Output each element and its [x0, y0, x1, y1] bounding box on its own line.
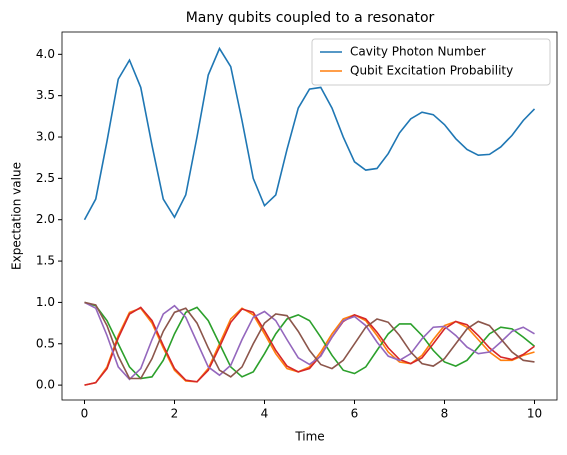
data-line [83, 46, 536, 221]
y-tick-label: 3.0 [36, 130, 55, 144]
x-tick-label: 10 [527, 407, 542, 421]
legend-box [311, 38, 551, 86]
legend-label: Cavity Photon Number [350, 45, 486, 59]
x-tick-label: 2 [171, 407, 179, 421]
data-line [84, 301, 536, 380]
plot-frame [61, 31, 558, 401]
data-line [84, 301, 535, 380]
y-tick-label: 1.0 [36, 295, 55, 309]
x-tick-label: 6 [351, 407, 359, 421]
legend-label: Qubit Excitation Probability [350, 64, 513, 78]
y-tick-label: 2.5 [36, 171, 55, 185]
x-tick-label: 8 [441, 407, 449, 421]
x-tick-label: 0 [81, 407, 89, 421]
data-line [84, 306, 535, 386]
chart-title: Many qubits coupled to a resonator [186, 10, 435, 26]
y-tick-label: 2.0 [36, 212, 55, 226]
y-tick-label: 0.0 [36, 378, 55, 392]
y-tick-label: 3.5 [36, 88, 55, 102]
y-axis-label: Expectation value [10, 162, 24, 270]
y-tick-label: 1.5 [36, 254, 55, 268]
x-axis-label: Time [294, 430, 324, 444]
y-tick-label: 4.0 [36, 47, 55, 61]
x-tick-label: 4 [261, 407, 269, 421]
y-tick-label: 0.5 [36, 336, 55, 350]
